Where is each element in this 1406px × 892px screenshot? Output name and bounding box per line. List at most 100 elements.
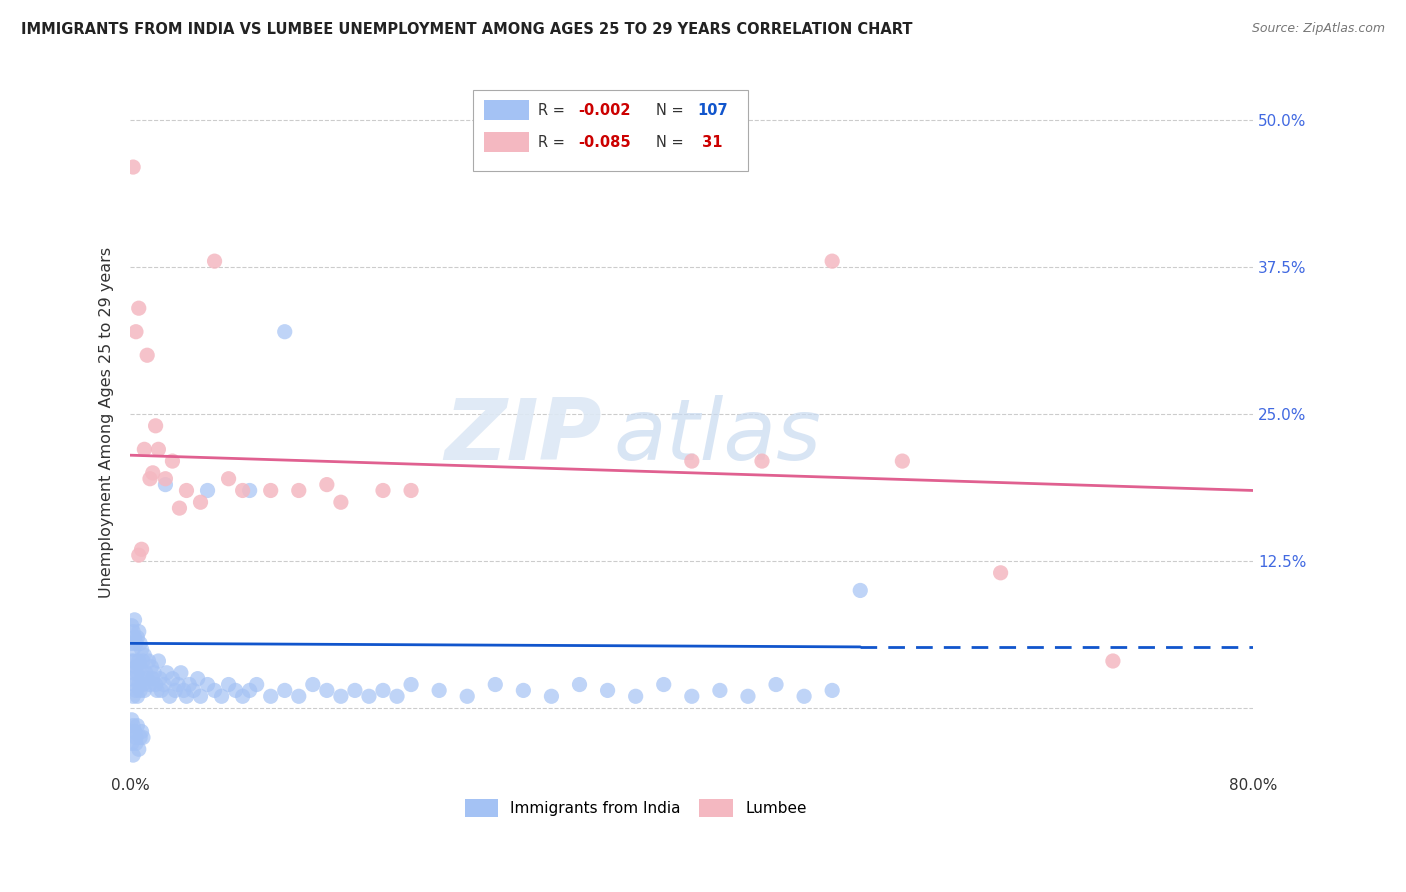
- Point: [197, 677, 219, 691]
- Point: [165, 683, 187, 698]
- Point: [134, 442, 156, 457]
- Point: [737, 690, 759, 704]
- Point: [173, 683, 195, 698]
- Point: [540, 690, 562, 704]
- Point: [122, 160, 145, 174]
- Point: [427, 683, 450, 698]
- Point: [122, 624, 145, 639]
- Point: [129, 636, 152, 650]
- Point: [149, 672, 172, 686]
- Point: [143, 665, 166, 680]
- Point: [142, 466, 165, 480]
- Text: -0.085: -0.085: [578, 135, 631, 150]
- Point: [122, 690, 145, 704]
- Point: [131, 542, 153, 557]
- Point: [121, 636, 143, 650]
- Point: [232, 690, 254, 704]
- Point: [132, 731, 155, 745]
- Point: [124, 724, 146, 739]
- Point: [125, 736, 148, 750]
- Point: [153, 677, 176, 691]
- Point: [849, 583, 872, 598]
- Point: [765, 677, 787, 691]
- Point: [150, 683, 173, 698]
- Point: [155, 472, 177, 486]
- Point: [596, 683, 619, 698]
- Point: [125, 325, 148, 339]
- Point: [385, 690, 408, 704]
- Point: [176, 483, 198, 498]
- Point: [197, 483, 219, 498]
- Point: [190, 690, 212, 704]
- Point: [128, 742, 150, 756]
- Point: [512, 683, 534, 698]
- Point: [128, 301, 150, 316]
- Point: [179, 677, 201, 691]
- Point: [125, 636, 148, 650]
- Point: [128, 654, 150, 668]
- Text: R =: R =: [538, 103, 569, 118]
- Point: [709, 683, 731, 698]
- Point: [127, 631, 149, 645]
- Point: [127, 719, 149, 733]
- Point: [148, 442, 170, 457]
- Point: [793, 690, 815, 704]
- Point: [821, 254, 844, 268]
- Point: [124, 724, 146, 739]
- Point: [329, 690, 352, 704]
- Point: [315, 477, 337, 491]
- Point: [357, 690, 380, 704]
- Point: [121, 736, 143, 750]
- Point: [990, 566, 1012, 580]
- Point: [125, 731, 148, 745]
- Point: [138, 654, 160, 668]
- Point: [121, 654, 143, 668]
- Text: Source: ZipAtlas.com: Source: ZipAtlas.com: [1251, 22, 1385, 36]
- Point: [239, 683, 262, 698]
- Text: N =: N =: [655, 103, 688, 118]
- Point: [122, 719, 145, 733]
- Point: [274, 683, 297, 698]
- Point: [343, 683, 366, 698]
- Text: 31: 31: [697, 135, 723, 150]
- Point: [132, 677, 155, 691]
- Point: [136, 672, 159, 686]
- Point: [129, 683, 152, 698]
- Point: [139, 472, 162, 486]
- Point: [329, 495, 352, 509]
- Text: 107: 107: [697, 103, 728, 118]
- Point: [260, 690, 283, 704]
- Point: [484, 677, 506, 691]
- Point: [162, 672, 184, 686]
- Point: [139, 677, 162, 691]
- Point: [127, 690, 149, 704]
- Point: [371, 683, 394, 698]
- Point: [132, 654, 155, 668]
- Point: [134, 683, 156, 698]
- Point: [399, 677, 422, 691]
- Point: [274, 325, 297, 339]
- Point: [135, 665, 157, 680]
- Point: [315, 683, 337, 698]
- Point: [1102, 654, 1125, 668]
- Point: [821, 683, 844, 698]
- Point: [124, 654, 146, 668]
- Point: [371, 483, 394, 498]
- Point: [159, 690, 181, 704]
- Point: [145, 418, 167, 433]
- Point: [128, 677, 150, 691]
- Text: ZIP: ZIP: [444, 395, 602, 478]
- Point: [568, 677, 591, 691]
- Point: [129, 660, 152, 674]
- Point: [134, 648, 156, 662]
- Point: [204, 254, 226, 268]
- Point: [456, 690, 478, 704]
- Point: [183, 683, 205, 698]
- Text: N =: N =: [655, 135, 688, 150]
- FancyBboxPatch shape: [484, 132, 529, 152]
- Point: [218, 472, 240, 486]
- Point: [232, 483, 254, 498]
- Point: [128, 624, 150, 639]
- Point: [156, 665, 179, 680]
- Point: [260, 483, 283, 498]
